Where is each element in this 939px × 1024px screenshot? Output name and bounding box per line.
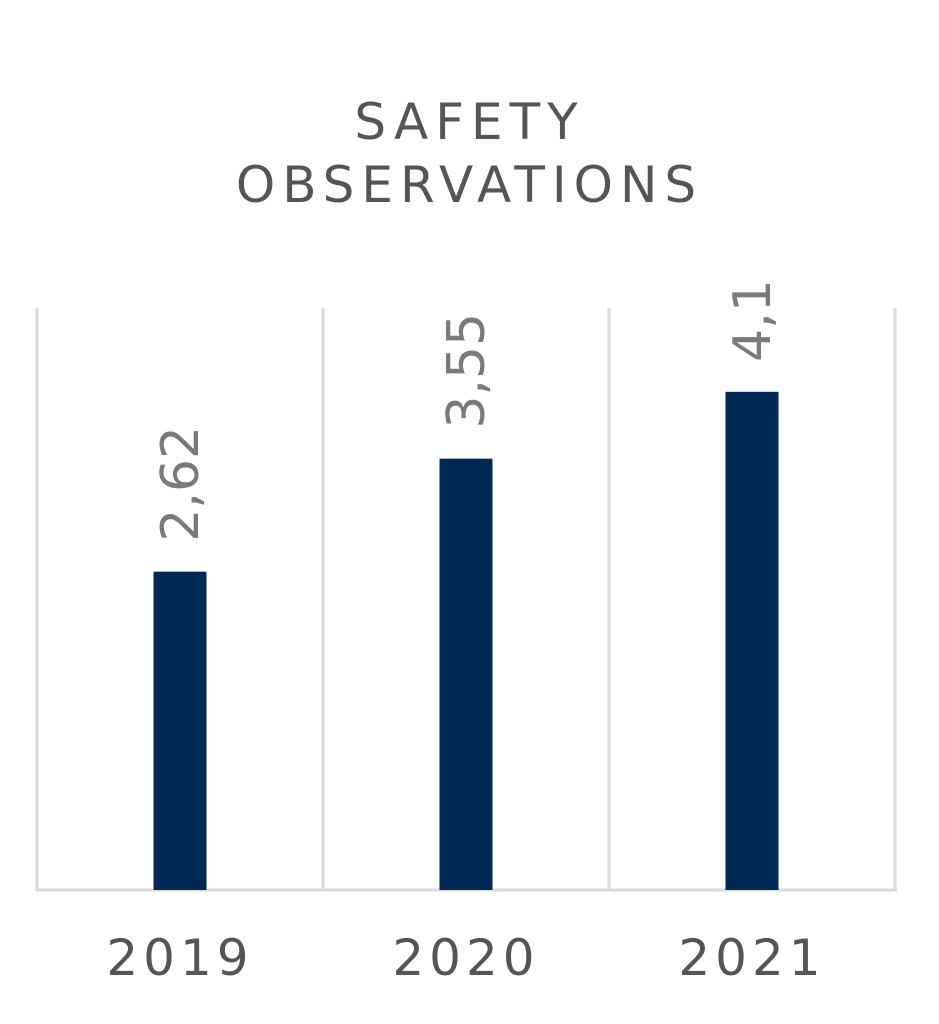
category-labels: 2019 2020 2021 [106, 929, 825, 987]
bar-2020 [439, 458, 493, 890]
value-label-2021: 4,1 [723, 279, 783, 362]
bars [153, 391, 779, 890]
category-label-2019: 2019 [106, 929, 253, 987]
category-label-2021: 2021 [678, 929, 825, 987]
bar-2019 [153, 571, 207, 890]
chart-title-line-1: SAFETY [354, 93, 585, 151]
value-label-2020: 3,55 [437, 313, 497, 429]
value-label-2019: 2,62 [151, 426, 211, 542]
value-labels: 2,62 3,55 4,1 [151, 279, 783, 542]
bar-2021 [725, 391, 779, 890]
category-label-2020: 2020 [392, 929, 539, 987]
chart-title-line-2: OBSERVATIONS [235, 156, 704, 214]
